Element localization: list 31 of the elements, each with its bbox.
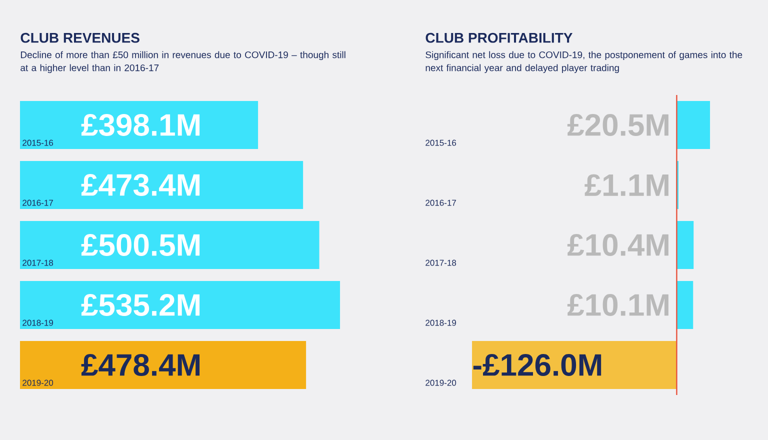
- bar: [676, 281, 694, 330]
- data-label: £1.1M: [584, 174, 668, 196]
- data-label: £535.2M: [81, 294, 200, 316]
- data-label: £10.4M: [567, 234, 668, 256]
- chart-title: CLUB REVENUES: [20, 32, 140, 43]
- category-label: 2017-18: [22, 260, 54, 266]
- data-label: £473.4M: [81, 174, 200, 196]
- data-label: £398.1M: [81, 114, 200, 136]
- bar: [20, 221, 320, 270]
- category-label: 2017-18: [426, 260, 456, 266]
- chart-subtitle: Significant net loss due to COVID-19, the postponement of games into the next financial year and delayed player trading: [426, 51, 742, 74]
- category-label: 2016-17: [22, 200, 53, 206]
- bar: [676, 221, 694, 270]
- category-label: 2019-20: [22, 380, 54, 386]
- category-label: 2018-19: [22, 320, 53, 326]
- data-label: £20.5M: [567, 114, 668, 136]
- category-label: 2018-19: [426, 320, 456, 326]
- data-label: £478.4M: [81, 354, 200, 376]
- category-label: 2016-17: [426, 200, 456, 206]
- category-label: 2015-16: [426, 140, 456, 146]
- chart-subtitle: Decline of more than £50 million in revenues due to COVID-19 – though still at a higher level than in 2016-17: [20, 51, 346, 74]
- category-label: 2019-20: [426, 380, 456, 386]
- data-label: -£126.0M: [473, 354, 602, 376]
- category-label: 2015-16: [22, 140, 54, 146]
- bar: [20, 161, 304, 210]
- bar: [676, 101, 710, 150]
- bar: [20, 341, 306, 390]
- data-label: £10.1M: [567, 294, 668, 316]
- bar: [20, 281, 340, 330]
- chart-title: CLUB PROFITABILITY: [426, 32, 572, 43]
- data-label: £500.5M: [81, 234, 200, 256]
